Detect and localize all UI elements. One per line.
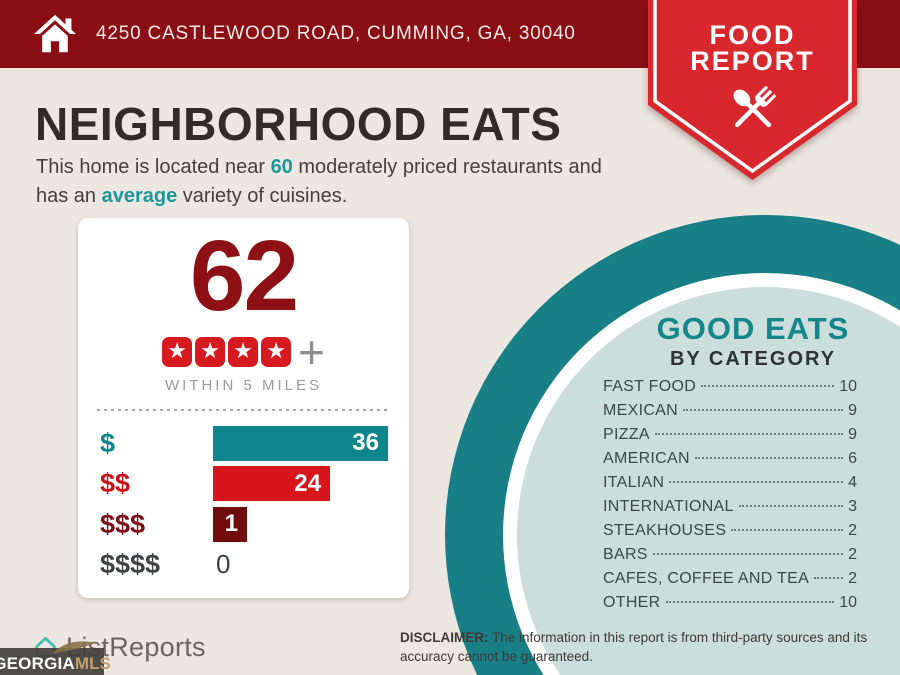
- category-row: MEXICAN 9: [603, 402, 857, 426]
- category-value: 2: [848, 570, 857, 587]
- category-label: MEXICAN: [603, 402, 678, 419]
- category-label: FAST FOOD: [603, 378, 697, 395]
- price-tier-label: $: [100, 427, 116, 458]
- badge-title-report: REPORT: [690, 46, 815, 76]
- desc-text-2: moderately priced restaurants and has an: [36, 156, 602, 207]
- dotted-leader: [652, 553, 844, 555]
- rating-row: ★ ★ ★ ★ +: [78, 325, 409, 378]
- category-label: PIZZA: [603, 426, 650, 443]
- price-bar-value: 36: [352, 429, 379, 457]
- good-eats-subtitle: BY CATEGORY: [669, 348, 837, 370]
- summary-card: 62 ★ ★ ★ ★ + WITHIN 5 MILES $36 $$ 24 $$$ 1 $$$$…: [78, 218, 409, 598]
- dotted-leader: [738, 505, 844, 507]
- category-row: PIZZA 9: [603, 426, 857, 450]
- desc-highlight-variety: average: [101, 185, 178, 207]
- dotted-leader: [694, 457, 844, 459]
- price-tier-label: $$$: [100, 508, 146, 539]
- mls-logo-georgia: GEORGIA: [0, 654, 75, 673]
- price-tier-row: $$$$ 0: [100, 545, 389, 586]
- category-row: BARS 2: [603, 546, 857, 570]
- dotted-leader: [731, 529, 844, 531]
- desc-highlight-count: 60: [270, 156, 293, 178]
- star-icon: ★: [195, 336, 226, 367]
- category-value: 3: [848, 498, 857, 515]
- good-eats-title: GOOD EATS: [656, 311, 850, 346]
- dotted-leader: [683, 409, 844, 411]
- category-value: 9: [848, 426, 857, 443]
- price-tier-row: $36: [100, 423, 389, 464]
- home-icon: [34, 14, 76, 53]
- disclaimer-label: DISCLAIMER:: [400, 630, 489, 645]
- category-label: OTHER: [603, 594, 661, 611]
- category-label: ITALIAN: [603, 474, 665, 491]
- category-row: ITALIAN 4: [603, 474, 857, 498]
- category-row: FAST FOOD 10: [603, 378, 857, 402]
- price-bar: 36: [213, 425, 388, 461]
- star-icon: ★: [261, 336, 292, 367]
- intro-description: This home is located near 60 moderately …: [36, 153, 621, 211]
- disclaimer: DISCLAIMER: The information in this repo…: [400, 629, 872, 666]
- dotted-leader: [701, 385, 835, 387]
- category-row: OTHER 10: [603, 594, 857, 618]
- category-value: 10: [839, 594, 857, 611]
- mls-swoosh-icon: [52, 641, 96, 654]
- page-title: NEIGHBORHOOD EATS: [35, 98, 562, 150]
- category-row: AMERICAN 6: [603, 450, 857, 474]
- desc-text-3: variety of cuisines.: [177, 185, 348, 207]
- pennant-shape: [648, 0, 857, 180]
- category-value: 4: [848, 474, 857, 491]
- category-value: 2: [848, 546, 857, 563]
- category-list: FAST FOOD 10 MEXICAN 9 PIZZA 9 AMERICAN 6 ITALIA…: [603, 378, 857, 618]
- price-bar-value: 24: [294, 469, 321, 497]
- plus-icon: +: [298, 325, 325, 378]
- dotted-leader: [654, 433, 844, 435]
- dotted-leader: [665, 601, 835, 603]
- category-label: STEAKHOUSES: [603, 522, 727, 539]
- category-label: AMERICAN: [603, 450, 690, 467]
- category-label: CAFES, COFFEE AND TEA: [603, 570, 810, 587]
- good-eats-heading: GOOD EATS BY CATEGORY: [600, 311, 900, 371]
- category-value: 6: [848, 450, 857, 467]
- price-tier-row: $$$ 1: [100, 504, 389, 545]
- radius-label: WITHIN 5 MILES: [164, 377, 322, 394]
- star-icon: ★: [228, 336, 259, 367]
- desc-text-1: This home is located near: [36, 156, 271, 178]
- price-bar: 1: [213, 506, 247, 542]
- category-value: 10: [839, 378, 857, 395]
- rating-stars: ★ ★ ★ ★: [162, 336, 292, 367]
- price-tier-label: $$$$: [100, 549, 161, 580]
- food-report-badge: FOOD REPORT: [648, 0, 857, 182]
- star-icon: ★: [162, 336, 193, 367]
- category-label: BARS: [603, 546, 648, 563]
- price-bar-value: 0: [216, 549, 231, 580]
- category-value: 9: [848, 402, 857, 419]
- price-bar-value: 1: [224, 510, 238, 538]
- price-bar: 24: [213, 466, 330, 502]
- dotted-leader: [814, 577, 844, 579]
- disclaimer-text: The information in this report is from t…: [400, 630, 868, 664]
- category-value: 2: [848, 522, 857, 539]
- category-label: INTERNATIONAL: [603, 498, 734, 515]
- badge-title-food: FOOD: [709, 20, 796, 50]
- dotted-divider: [97, 409, 390, 411]
- price-tier-row: $$ 24: [100, 464, 389, 505]
- georgia-mls-logo: GEORGIA MLS: [0, 641, 111, 675]
- restaurant-count: 62: [189, 220, 299, 332]
- price-tier-label: $$: [100, 468, 131, 499]
- category-row: INTERNATIONAL 3: [603, 498, 857, 522]
- dotted-leader: [669, 481, 844, 483]
- mls-logo-mls: MLS: [74, 654, 111, 673]
- category-row: STEAKHOUSES 2: [603, 522, 857, 546]
- property-address: 4250 CASTLEWOOD ROAD, CUMMING, GA, 30040: [96, 23, 576, 44]
- price-bars: $36 $$ 24 $$$ 1 $$$$ 0: [78, 423, 409, 585]
- utensils-icon: [733, 85, 776, 128]
- category-row: CAFES, COFFEE AND TEA 2: [603, 570, 857, 594]
